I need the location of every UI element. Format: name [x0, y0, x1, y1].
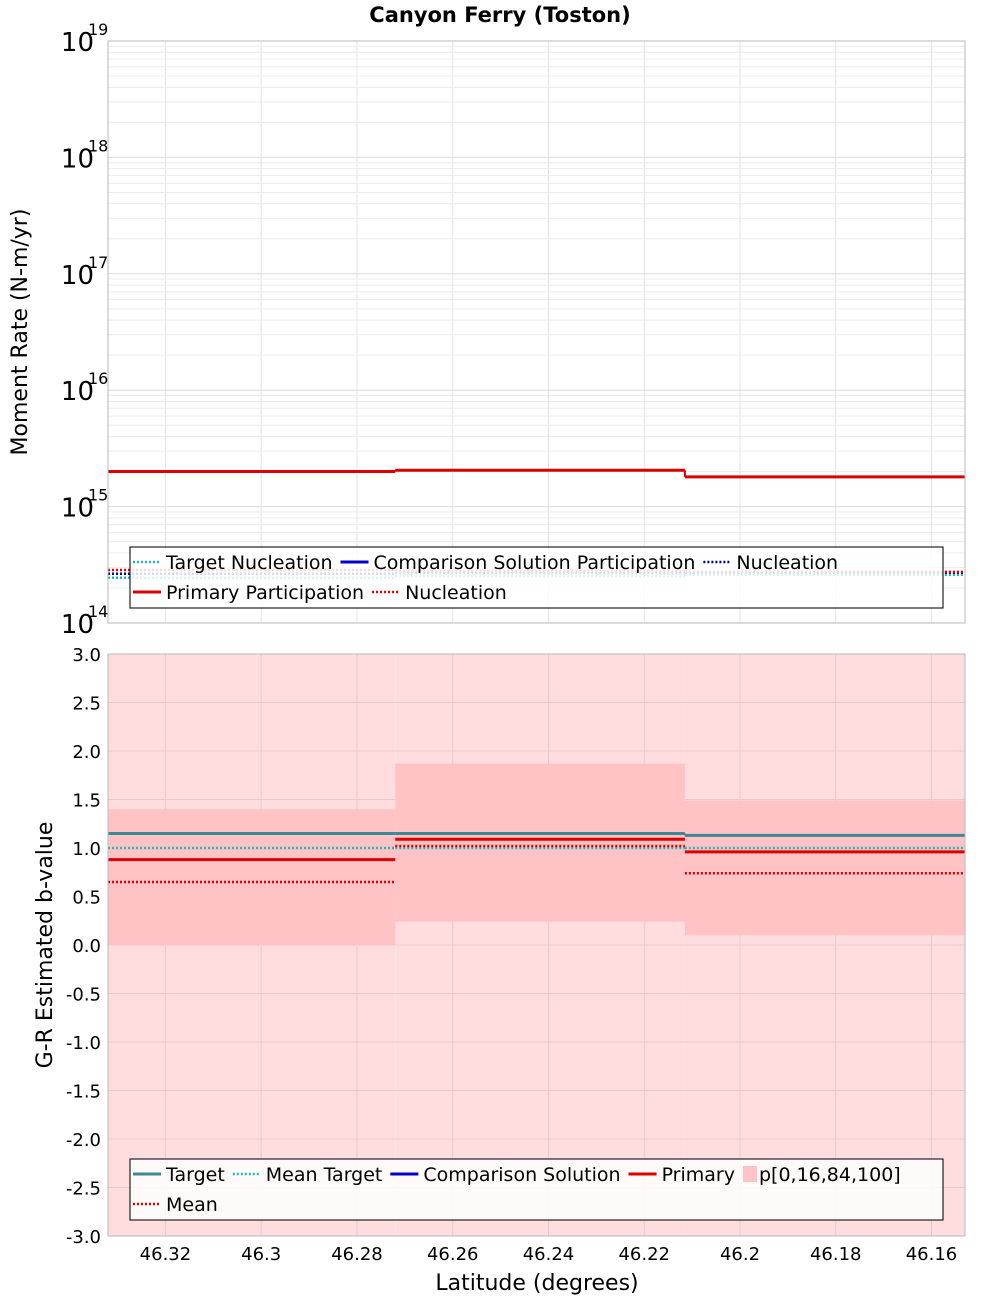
- moment-legend-entry: Comparison Solution Participation: [340, 552, 696, 574]
- moment-y-tick-base: 10: [61, 144, 94, 174]
- bvalue-x-tick-label: 46.26: [427, 1244, 479, 1265]
- chart-title: Canyon Ferry (Toston): [369, 3, 630, 27]
- bvalue-y-tick-label: -3.0: [66, 1227, 101, 1248]
- moment-rate-y-axis-label: Moment Rate (N-m/yr): [8, 209, 33, 456]
- band-inner-2: [684, 800, 965, 936]
- bvalue-x-tick-label: 46.2: [720, 1244, 760, 1265]
- bvalue-legend-entry: Mean Target: [232, 1164, 383, 1186]
- moment-legend-entry: Primary Participation: [133, 582, 364, 604]
- bvalue-y-tick-label: -0.5: [66, 985, 101, 1006]
- bvalue-x-tick-label: 46.24: [523, 1244, 575, 1265]
- moment-plot-border: [107, 40, 966, 624]
- bvalue-y-tick-label: 0.0: [72, 936, 101, 957]
- bvalue-legend-label: p[0,16,84,100]: [759, 1164, 901, 1186]
- bvalue-y-tick-label: 3.0: [72, 645, 101, 666]
- moment-legend: Target Nucleation Comparison Solution Par…: [129, 546, 944, 609]
- bvalue-legend-label: Comparison Solution: [423, 1164, 620, 1186]
- b-value-y-axis-label: G-R Estimated b-value: [33, 822, 58, 1069]
- bvalue-y-tick-label: -2.0: [66, 1130, 101, 1151]
- moment-legend-entry: Nucleation: [703, 552, 838, 574]
- moment-y-tick-base: 10: [61, 494, 94, 524]
- bvalue-legend-entry: Mean: [133, 1194, 218, 1216]
- bvalue-y-tick-label: 1.0: [72, 839, 101, 860]
- moment-y-tick-base: 10: [61, 28, 94, 58]
- moment-legend-label: Nucleation: [736, 552, 838, 574]
- bvalue-y-tick-label: -1.5: [66, 1082, 101, 1103]
- bvalue-legend-label: Mean: [166, 1194, 218, 1216]
- moment-y-tick-exp: 16: [88, 369, 108, 388]
- bvalue-legend: Target Mean Target Comparison Solution Prim…: [129, 1158, 944, 1221]
- moment-legend-label: Target Nucleation: [165, 552, 333, 574]
- moment-y-tick-base: 10: [61, 261, 94, 291]
- bvalue-legend-label: Mean Target: [266, 1164, 383, 1186]
- bvalue-legend-swatch: [742, 1166, 757, 1182]
- moment-y-tick-exp: 18: [88, 136, 108, 155]
- moment-legend-box: [129, 546, 944, 609]
- bvalue-legend-entry: Comparison Solution: [390, 1164, 621, 1186]
- bvalue-legend-label: Primary: [662, 1164, 735, 1186]
- moment-legend-label: Primary Participation: [166, 582, 364, 604]
- bvalue-legend-entry: Target: [133, 1164, 225, 1186]
- moment-y-tick-exp: 15: [88, 486, 108, 505]
- moment-y-tick-exp: 17: [88, 253, 108, 272]
- moment-plot-area: [108, 41, 965, 623]
- bvalue-x-tick-label: 46.32: [140, 1244, 192, 1265]
- bvalue-legend-entry: p[0,16,84,100]: [742, 1164, 901, 1186]
- latitude-x-axis-label: Latitude (degrees): [435, 1271, 638, 1296]
- bvalue-y-tick-label: -2.5: [66, 1179, 101, 1200]
- moment-y-tick-base: 10: [61, 610, 94, 640]
- moment-legend-label: Comparison Solution Participation: [374, 552, 696, 574]
- band-inner-1: [395, 763, 685, 922]
- bvalue-x-tick-label: 46.18: [810, 1244, 862, 1265]
- bvalue-y-tick-label: 0.5: [72, 888, 101, 909]
- moment-y-tick-exp: 19: [88, 20, 108, 39]
- band-inner-0: [108, 809, 396, 945]
- bvalue-y-tick-label: -1.0: [66, 1033, 101, 1054]
- bvalue-x-tick-label: 46.22: [618, 1244, 670, 1265]
- bvalue-legend-label: Target: [165, 1164, 225, 1186]
- moment-legend-entry: Nucleation: [372, 582, 507, 604]
- bvalue-plot-border: [107, 653, 966, 1237]
- bvalue-y-tick-label: 2.5: [72, 694, 101, 715]
- moment-y-tick-exp: 14: [88, 602, 108, 621]
- moment-legend-entry: Target Nucleation: [133, 552, 333, 574]
- moment-legend-label: Nucleation: [405, 582, 507, 604]
- bvalue-y-tick-label: 1.5: [72, 791, 101, 812]
- bvalue-x-tick-label: 46.28: [331, 1244, 383, 1265]
- bvalue-legend-entry: Primary: [628, 1164, 735, 1186]
- bvalue-x-tick-label: 46.3: [241, 1244, 281, 1265]
- moment-y-tick-base: 10: [61, 377, 94, 407]
- bvalue-legend-box: [129, 1158, 944, 1221]
- bvalue-x-tick-label: 46.16: [906, 1244, 958, 1265]
- bvalue-y-tick-label: 2.0: [72, 742, 101, 763]
- b-value-panel: -3.0 -2.5 -2.0 -1.5 -1.0 -0.5 0.0 0.5 1.0 1.5 2.0 2…: [66, 645, 966, 1265]
